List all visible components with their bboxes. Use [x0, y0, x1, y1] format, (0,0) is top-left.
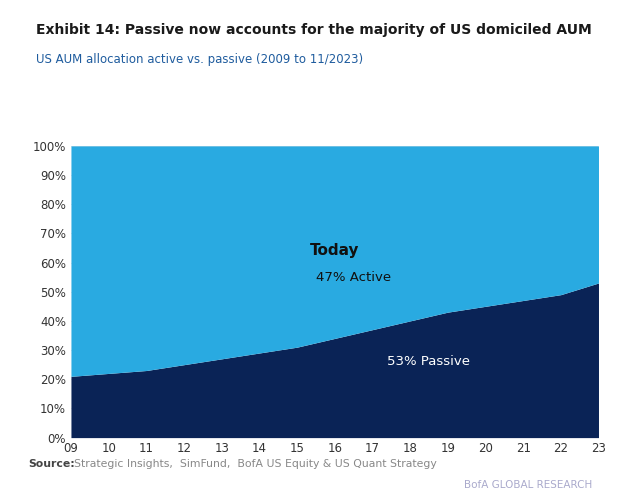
Text: Exhibit 14: Passive now accounts for the majority of US domiciled AUM: Exhibit 14: Passive now accounts for the…: [36, 23, 592, 37]
Text: Source:: Source:: [28, 459, 75, 469]
Text: Today: Today: [310, 243, 360, 259]
Text: BofA GLOBAL RESEARCH: BofA GLOBAL RESEARCH: [464, 480, 592, 490]
Text: 53% Passive: 53% Passive: [387, 355, 470, 368]
Text: 47% Active: 47% Active: [316, 271, 391, 284]
Text: US AUM allocation active vs. passive (2009 to 11/2023): US AUM allocation active vs. passive (20…: [36, 53, 363, 66]
Text: Strategic Insights,  SimFund,  BofA US Equity & US Quant Strategy: Strategic Insights, SimFund, BofA US Equ…: [67, 459, 437, 469]
